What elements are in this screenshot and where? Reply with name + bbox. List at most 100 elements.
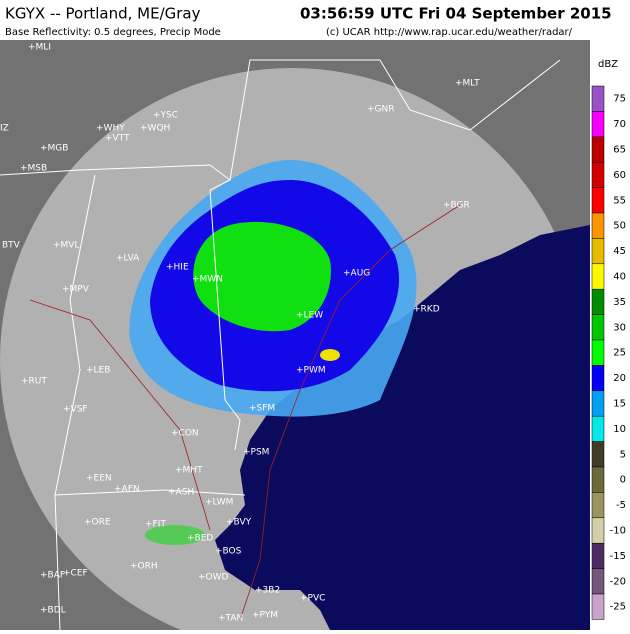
station-label: +MSB — [20, 164, 47, 174]
station-label: +ASH — [168, 488, 194, 498]
station-label: +FIT — [145, 520, 166, 530]
legend-swatch — [591, 365, 605, 392]
station-label: +PYM — [252, 611, 278, 621]
station-label: +MPV — [62, 285, 90, 295]
station-label: +CEF — [63, 569, 88, 579]
station-label: +BDL — [40, 606, 66, 616]
station-label: +ORE — [84, 518, 111, 528]
legend-label: -25 — [610, 602, 626, 613]
legend-label: 75 — [613, 94, 626, 105]
station-label: +LVA — [116, 254, 140, 264]
station-label: +PSM — [243, 448, 269, 458]
legend-swatch — [591, 187, 605, 214]
legend-swatch — [591, 466, 605, 493]
state-line — [54, 174, 96, 631]
legend-swatch — [591, 492, 605, 519]
station-label: +MLI — [28, 43, 51, 53]
legend-swatch — [591, 339, 605, 366]
station-label: +RKD — [413, 305, 440, 315]
legend-label: 25 — [613, 348, 626, 359]
station-label: +MHT — [175, 466, 203, 476]
station-label: +PWM — [296, 366, 326, 376]
legend-unit: dBZ — [598, 59, 618, 70]
legend-swatch — [591, 263, 605, 290]
product: Base Reflectivity: 0.5 degrees, Precip M… — [5, 27, 221, 38]
precip-cell — [320, 349, 340, 361]
station-label: +SFM — [249, 404, 275, 414]
legend-label: 50 — [613, 221, 626, 232]
legend-label: 20 — [613, 373, 626, 384]
credit: (c) UCAR http://www.rap.ucar.edu/weather… — [326, 27, 573, 38]
station-label: +MLT — [455, 79, 480, 89]
legend-label: 15 — [613, 399, 626, 410]
legend-swatch — [591, 390, 605, 417]
station-label: +GNR — [367, 105, 395, 115]
legend-swatch — [591, 111, 605, 138]
station-label: +LEB — [86, 366, 110, 376]
station-label: +MGB — [40, 144, 68, 154]
state-line — [229, 59, 561, 181]
station-label: BTV — [2, 241, 21, 251]
station-label: +BGR — [443, 201, 470, 211]
legend-swatch — [591, 441, 605, 468]
legend-label: 0 — [620, 475, 626, 486]
station-label: +PVC — [300, 594, 325, 604]
legend-swatch — [591, 136, 605, 163]
station-label: +LEW — [296, 311, 323, 321]
legend-swatch — [591, 415, 605, 442]
map: +MLI +MLT +YSC +WHY +WQH +VTT +GNR +MGB +MSB IZ +B… — [0, 40, 590, 634]
legend-label: -20 — [610, 576, 626, 587]
legend-swatch — [591, 568, 605, 595]
station-label: +VTT — [105, 134, 130, 144]
legend-swatch — [591, 212, 605, 239]
legend-label: 30 — [613, 322, 626, 333]
station-label: +WQH — [140, 124, 170, 134]
station-label: +OWD — [198, 573, 229, 583]
station-label: +EEN — [86, 474, 112, 484]
legend-label: 10 — [613, 424, 626, 435]
station-label: +HIE — [166, 263, 189, 273]
legend-label: 70 — [613, 119, 626, 130]
station-label: +BOS — [215, 547, 242, 557]
station-label: +AUG — [343, 269, 370, 279]
station-label: +YSC — [153, 111, 178, 121]
station-label: IZ — [0, 124, 9, 134]
legend-swatch — [591, 161, 605, 188]
station-label: +MVL — [53, 241, 79, 251]
ocean — [215, 225, 590, 630]
legend-label: 5 — [620, 449, 626, 460]
station-label: +CON — [171, 429, 199, 439]
legend-label: 45 — [613, 246, 626, 257]
legend-label: 65 — [613, 145, 626, 156]
legend-label: 60 — [613, 170, 626, 181]
highway — [239, 204, 461, 621]
legend-swatch — [591, 517, 605, 544]
station-label: +LWM — [205, 498, 233, 508]
station-label: +3B2 — [255, 586, 280, 596]
legend-label: 35 — [613, 297, 626, 308]
station-label: +WHY — [96, 124, 125, 134]
legend-swatch — [591, 85, 605, 112]
station-label: +VSF — [63, 405, 88, 415]
legend-label: -15 — [610, 551, 626, 562]
station-label: +BVY — [226, 518, 252, 528]
station-label: +BAF — [40, 571, 65, 581]
legend-label: -5 — [616, 500, 626, 511]
station-title: KGYX -- Portland, ME/Gray — [5, 5, 201, 23]
station-label: +RUT — [21, 377, 47, 387]
state-line — [0, 164, 241, 451]
station-label: +ORH — [130, 562, 158, 572]
station-label: +TAN — [218, 614, 243, 624]
station-label: +BED — [187, 534, 213, 544]
station-label: +AFN — [114, 485, 140, 495]
legend-swatch — [591, 288, 605, 315]
legend-swatch — [591, 593, 605, 620]
state-line — [54, 489, 246, 496]
highway — [29, 299, 211, 531]
legend-swatch — [591, 314, 605, 341]
legend-label: 40 — [613, 272, 626, 283]
precip-south — [145, 525, 205, 545]
station-label: +MWN — [192, 275, 223, 285]
legend-label: 55 — [613, 195, 626, 206]
